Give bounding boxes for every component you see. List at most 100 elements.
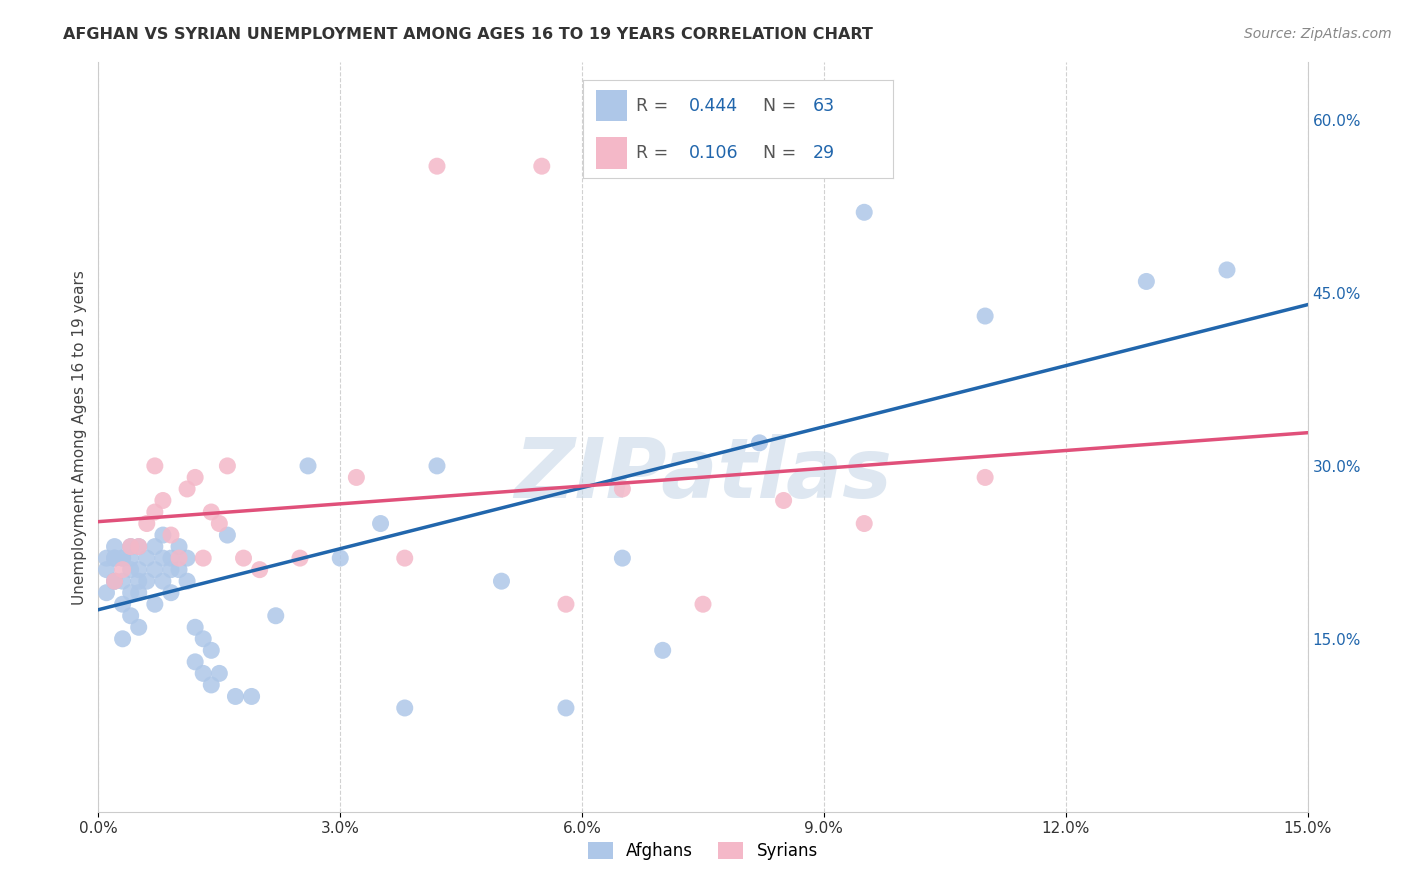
Point <box>111 563 134 577</box>
Y-axis label: Unemployment Among Ages 16 to 19 years: Unemployment Among Ages 16 to 19 years <box>72 269 87 605</box>
Point <box>1135 275 1157 289</box>
Point <box>249 563 271 577</box>
Point <box>208 666 231 681</box>
Point <box>297 458 319 473</box>
Point <box>152 551 174 566</box>
Point <box>555 597 578 611</box>
Point <box>120 563 142 577</box>
Point <box>152 493 174 508</box>
Point <box>111 597 134 611</box>
Text: ZIPatlas: ZIPatlas <box>515 434 891 515</box>
Point <box>974 470 997 484</box>
Bar <box>596 137 627 169</box>
Point <box>167 551 190 566</box>
Point <box>176 482 198 496</box>
Point <box>184 620 207 634</box>
Point <box>208 516 231 531</box>
Point <box>612 482 634 496</box>
Point <box>103 574 125 589</box>
Point <box>143 563 166 577</box>
Point <box>160 585 183 599</box>
Point <box>152 574 174 589</box>
Point <box>426 458 449 473</box>
Point <box>555 701 578 715</box>
Bar <box>596 90 627 121</box>
Point <box>152 528 174 542</box>
Point <box>200 643 222 657</box>
Point <box>692 597 714 611</box>
Text: 63: 63 <box>813 97 835 115</box>
Text: R =: R = <box>636 144 673 161</box>
Point <box>120 608 142 623</box>
Point <box>264 608 287 623</box>
Point <box>160 528 183 542</box>
Point <box>128 585 150 599</box>
Point <box>530 159 553 173</box>
Point <box>176 551 198 566</box>
Point <box>128 540 150 554</box>
Text: 29: 29 <box>813 144 835 161</box>
Point <box>329 551 352 566</box>
Point <box>120 551 142 566</box>
Text: AFGHAN VS SYRIAN UNEMPLOYMENT AMONG AGES 16 TO 19 YEARS CORRELATION CHART: AFGHAN VS SYRIAN UNEMPLOYMENT AMONG AGES… <box>63 27 873 42</box>
Point <box>135 574 157 589</box>
Point <box>103 551 125 566</box>
Point <box>128 620 150 634</box>
Point <box>394 701 416 715</box>
Text: N =: N = <box>763 144 801 161</box>
Point <box>748 435 770 450</box>
Point <box>200 678 222 692</box>
Point <box>111 574 134 589</box>
Point <box>143 458 166 473</box>
Point <box>491 574 513 589</box>
Point <box>651 643 673 657</box>
Point <box>111 551 134 566</box>
Point <box>184 470 207 484</box>
Point <box>184 655 207 669</box>
Point <box>120 585 142 599</box>
Point <box>232 551 254 566</box>
Point <box>176 574 198 589</box>
Point <box>612 551 634 566</box>
Text: Source: ZipAtlas.com: Source: ZipAtlas.com <box>1244 27 1392 41</box>
Point <box>103 574 125 589</box>
Point <box>217 528 239 542</box>
Point <box>103 574 125 589</box>
Point <box>193 551 215 566</box>
Point <box>200 505 222 519</box>
Point <box>394 551 416 566</box>
Legend: Afghans, Syrians: Afghans, Syrians <box>581 836 825 867</box>
Text: R =: R = <box>636 97 673 115</box>
Point <box>128 574 150 589</box>
Point <box>344 470 367 484</box>
Point <box>120 540 142 554</box>
Point <box>135 551 157 566</box>
Point <box>103 551 125 566</box>
Point <box>193 632 215 646</box>
Point <box>240 690 263 704</box>
Point <box>1216 263 1239 277</box>
Text: N =: N = <box>763 97 801 115</box>
Point <box>217 458 239 473</box>
Point <box>288 551 311 566</box>
Point <box>128 563 150 577</box>
Point <box>160 563 183 577</box>
Point <box>143 540 166 554</box>
Point <box>224 690 246 704</box>
Point <box>160 551 183 566</box>
Point <box>111 551 134 566</box>
Point <box>143 505 166 519</box>
Point <box>167 540 190 554</box>
Text: 0.444: 0.444 <box>689 97 738 115</box>
Point <box>120 540 142 554</box>
Point <box>974 309 997 323</box>
Point <box>853 516 876 531</box>
Point <box>96 563 118 577</box>
Point <box>370 516 392 531</box>
Point <box>135 516 157 531</box>
Point <box>111 632 134 646</box>
Point <box>128 540 150 554</box>
Point <box>143 597 166 611</box>
Point <box>193 666 215 681</box>
Point <box>103 540 125 554</box>
